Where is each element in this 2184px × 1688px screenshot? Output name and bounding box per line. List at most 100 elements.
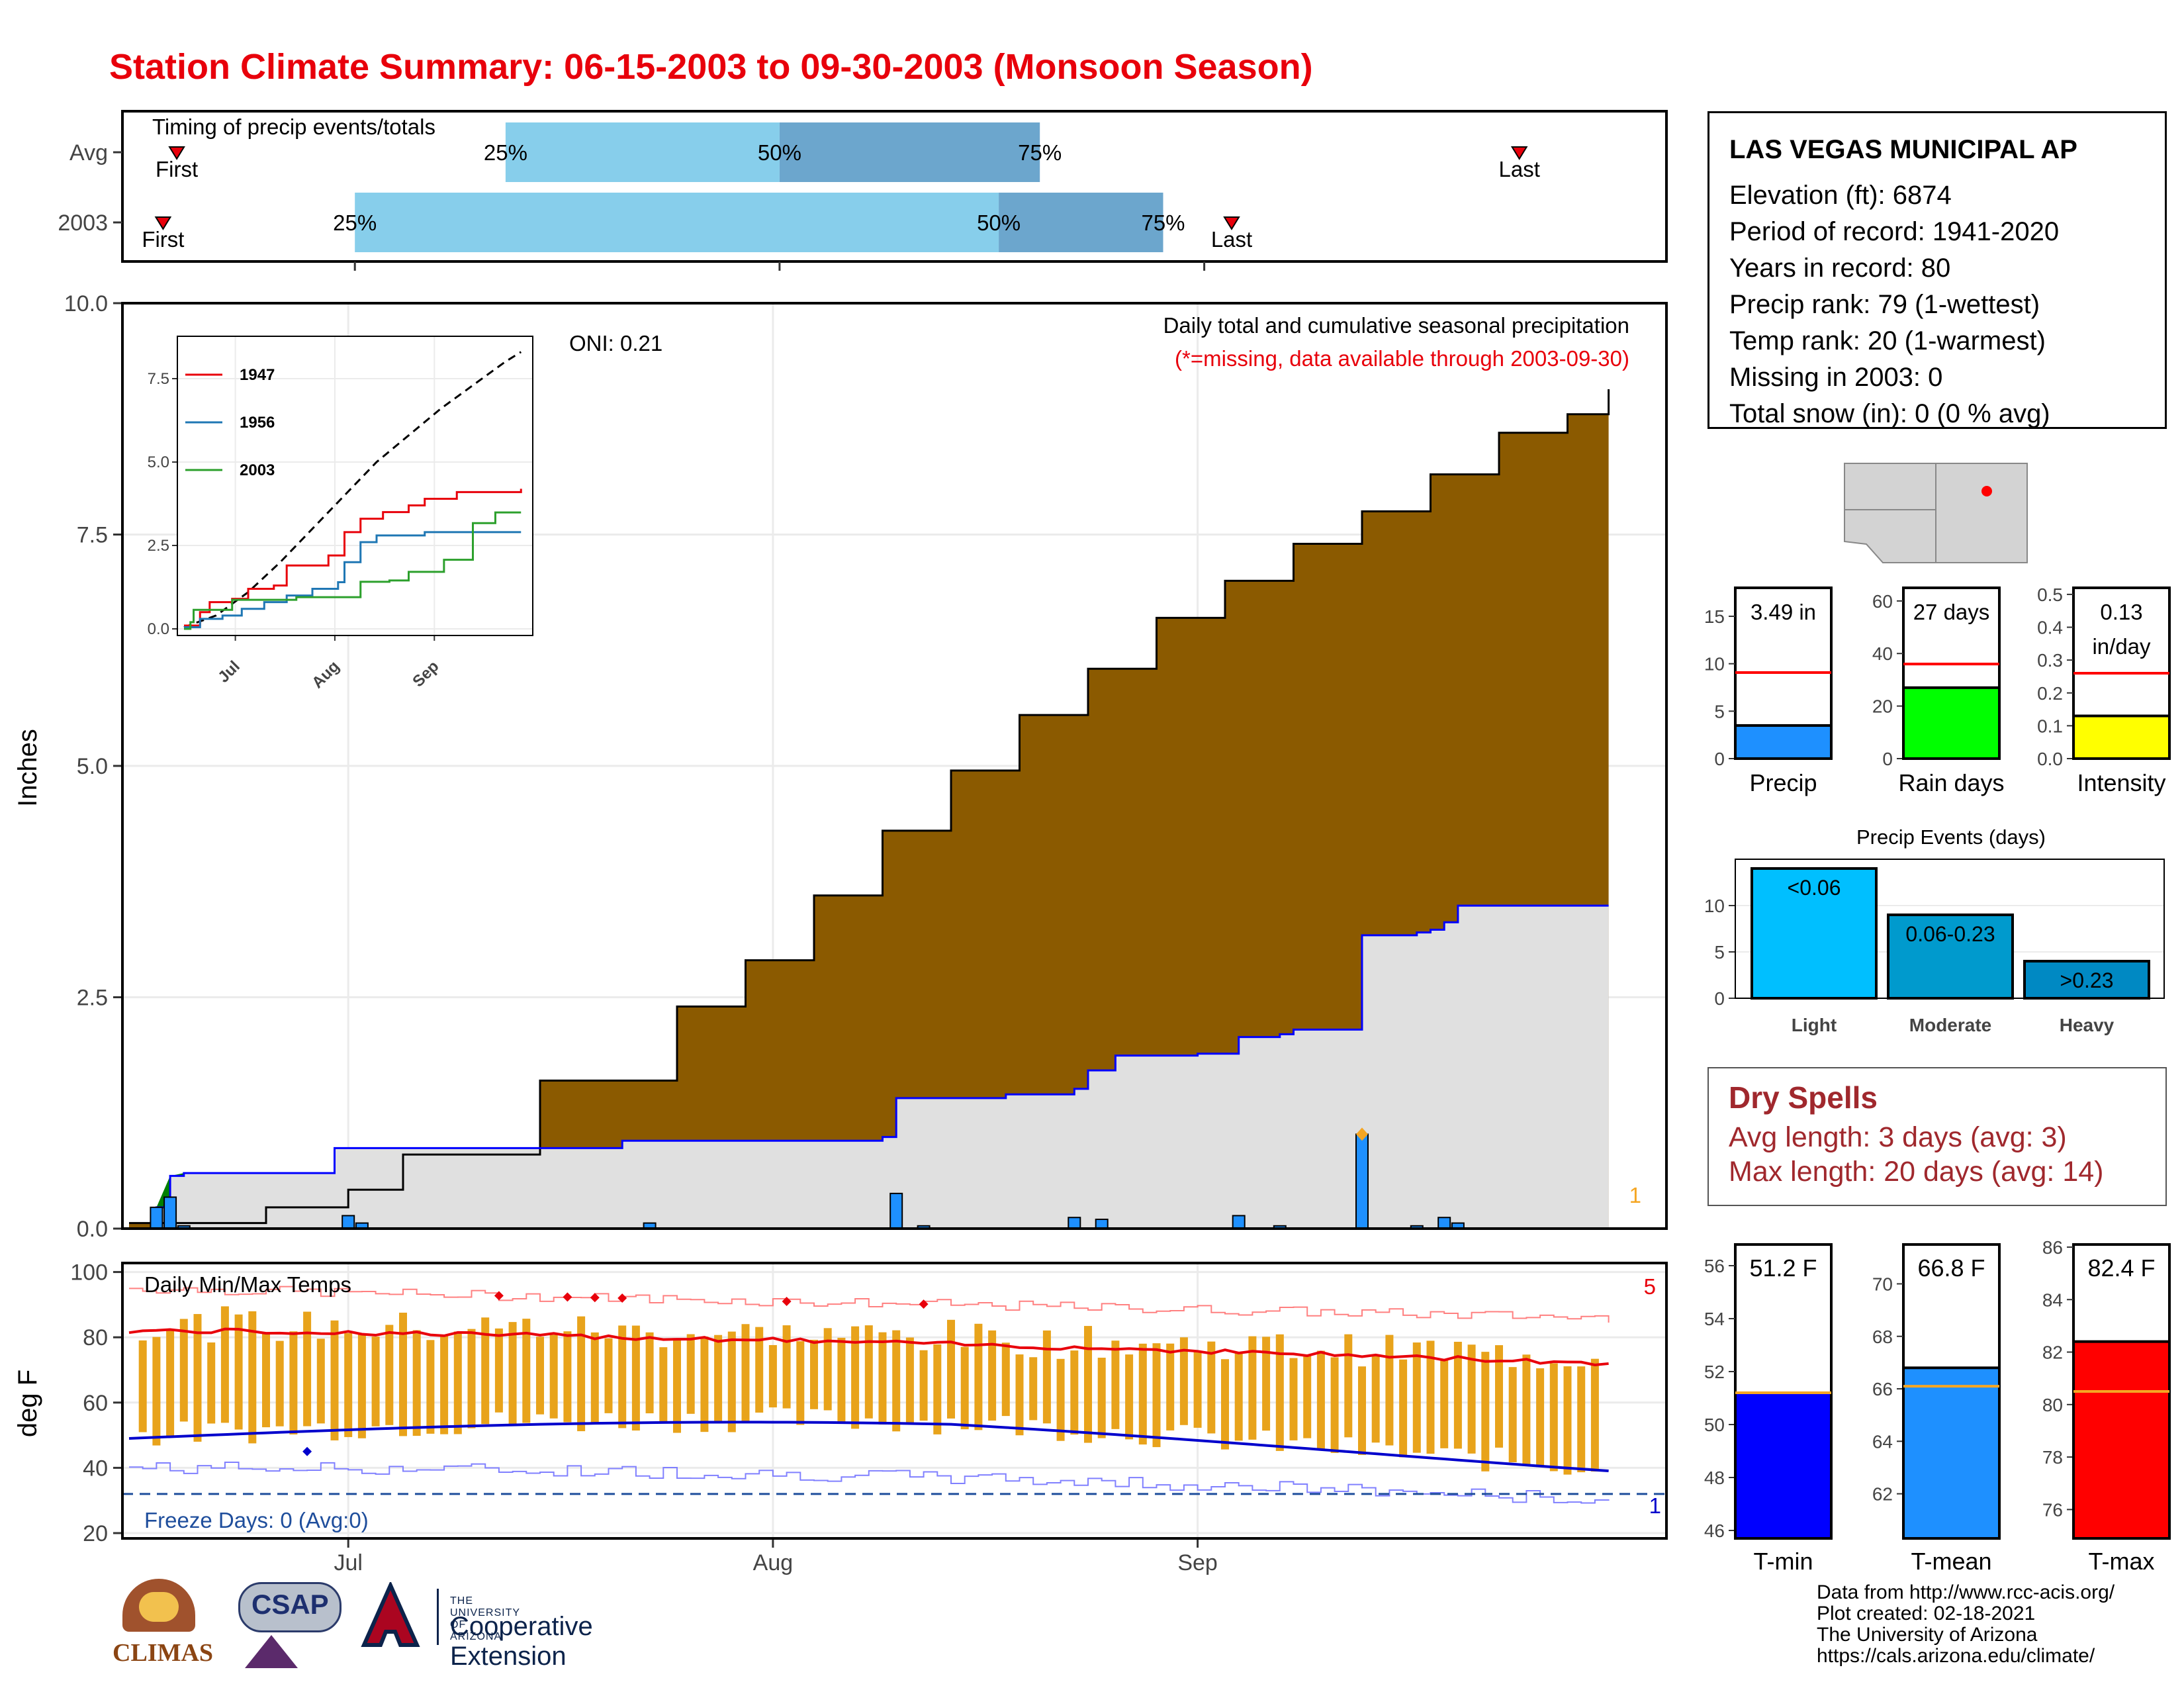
tmean-panel-y-tick-label: 68	[1872, 1327, 1893, 1347]
daily-temp-bar	[810, 1339, 818, 1409]
precip-panel-y-tick-label: 5	[1714, 701, 1725, 722]
daily-temp-bar	[686, 1334, 695, 1414]
daily-temp-bar	[193, 1314, 202, 1442]
daily-temp-bar	[467, 1329, 476, 1429]
precip-panel-value-bar	[1734, 724, 1833, 761]
raindays-panel-y-tick-label: 60	[1872, 591, 1893, 612]
daily-temp-bar	[1330, 1357, 1339, 1453]
csap-logo-text: CSAP	[251, 1589, 329, 1620]
daily-temp-bar	[494, 1328, 503, 1413]
daily-temp-bar	[974, 1323, 983, 1430]
events-bar	[1751, 867, 1878, 1000]
precip-subtitle: (*=missing, data available through 2003-…	[1175, 346, 1629, 371]
daily-temp-bar	[166, 1329, 175, 1436]
daily-temp-bar	[1056, 1358, 1065, 1441]
daily-temp-bar	[481, 1317, 490, 1425]
daily-temp-bar	[1453, 1341, 1462, 1449]
daily-temp-bar	[1495, 1345, 1503, 1448]
credit-line-url: https://cals.arizona.edu/climate/	[1817, 1645, 2095, 1667]
events-title: Precip Events (days)	[1856, 825, 2046, 849]
intensity-panel-value-label: 0.13	[2100, 600, 2142, 624]
timing-bar-50-75	[999, 193, 1163, 252]
station-precip-rank: Precip rank: 79 (1-wettest)	[1729, 290, 2040, 319]
tmax-panel-value-bar	[2072, 1340, 2171, 1540]
events-category-label: Light	[1792, 1015, 1837, 1035]
inset-y-tick-label: 0.0	[148, 620, 169, 638]
timing-p50-label: 50%	[977, 211, 1021, 235]
daily-temp-bar	[577, 1316, 586, 1432]
raindays-panel-y-tick-label: 40	[1872, 643, 1893, 664]
timing-p25-label: 25%	[333, 211, 377, 235]
tmin-panel-label: T-min	[1754, 1548, 1813, 1575]
daily-temp-bar	[1111, 1340, 1120, 1429]
station-snow: Total snow (in): 0 (0 % avg)	[1729, 399, 2050, 428]
tmin-panel-value-bar	[1734, 1391, 1833, 1540]
daily-temp-bar	[522, 1319, 531, 1423]
tmax-panel-y-tick-label: 78	[2042, 1447, 2063, 1468]
record-high-marker	[494, 1291, 504, 1301]
daily-temp-bar	[316, 1338, 325, 1424]
precip-panel-value-label: 3.49 in	[1751, 600, 1816, 624]
tmean-panel-y-tick-label: 70	[1872, 1274, 1893, 1294]
daily-temp-bar	[933, 1344, 942, 1434]
intensity-panel-value-bar	[2072, 714, 2171, 760]
daily-temp-bar	[1399, 1359, 1408, 1458]
daily-temp-bar	[1166, 1343, 1175, 1430]
daily-temp-bar	[618, 1325, 627, 1429]
tmean-panel-y-tick-label: 62	[1872, 1484, 1893, 1505]
daily-temp-bar	[385, 1325, 394, 1425]
inset-y-tick-label: 7.5	[148, 370, 169, 388]
daily-temp-bar	[755, 1327, 764, 1413]
intensity-panel-label: Intensity	[2077, 769, 2165, 796]
tmax-panel-y-tick-label: 86	[2042, 1237, 2063, 1258]
intensity-panel-y-tick-label: 0.3	[2037, 650, 2063, 671]
timing-last-label: Last	[1499, 157, 1540, 181]
daily-temp-bar	[1371, 1354, 1380, 1443]
daily-temp-bar	[508, 1322, 517, 1427]
events-category-label: Heavy	[2060, 1015, 2115, 1035]
dry-spells-box: Dry Spells Avg length: 3 days (avg: 3) M…	[1707, 1067, 2167, 1206]
daily-temp-bar	[1275, 1334, 1284, 1451]
timing-p50-label: 50%	[758, 140, 801, 165]
daily-temp-bar	[590, 1332, 599, 1423]
daily-temp-bar	[1001, 1342, 1010, 1417]
station-temp-rank: Temp rank: 20 (1-warmest)	[1729, 326, 2046, 355]
daily-temp-bar	[1590, 1358, 1599, 1472]
ua-small-text: THE UNIVERSITY OF ARIZONA	[450, 1595, 520, 1642]
daily-temp-bar	[207, 1342, 216, 1424]
record-low-marker	[302, 1446, 312, 1456]
events-y-tick-label: 0	[1714, 988, 1725, 1009]
timing-first-label: First	[142, 227, 184, 252]
timing-last-marker	[1510, 146, 1528, 160]
daily-temp-bar	[1179, 1337, 1188, 1425]
daily-precip-bar	[1232, 1215, 1246, 1229]
daily-precip-bar	[341, 1215, 355, 1229]
temp-y-axis-label: deg F	[13, 1370, 42, 1437]
tmax-panel-y-tick-label: 76	[2042, 1499, 2063, 1520]
daily-temp-bar	[1303, 1356, 1312, 1438]
tmean-panel-y-tick-label: 64	[1872, 1431, 1893, 1452]
inset-legend-label: 2003	[240, 461, 275, 479]
daily-temp-bar	[741, 1324, 750, 1422]
tmax-panel-y-tick-label: 84	[2042, 1289, 2063, 1310]
record-high-line	[129, 1286, 1610, 1323]
timing-p25-label: 25%	[484, 140, 527, 165]
daily-temp-bar	[440, 1335, 449, 1434]
timing-first-marker	[154, 216, 172, 230]
daily-temp-bar	[1234, 1352, 1243, 1441]
tmax-panel-label: T-max	[2088, 1548, 2154, 1575]
daily-precip-bar	[150, 1206, 163, 1229]
daily-temp-bar	[1262, 1336, 1271, 1431]
station-missing: Missing in 2003: 0	[1729, 363, 1943, 392]
daily-temp-bar	[645, 1332, 654, 1414]
timing-row-label: Avg	[69, 140, 108, 165]
tmax-panel-y-tick-label: 80	[2042, 1395, 2063, 1415]
record-high-marker	[919, 1299, 929, 1309]
daily-temp-bar	[1070, 1350, 1079, 1435]
temp-x-tick-label: Jul	[334, 1550, 362, 1575]
station-name: LAS VEGAS MUNICIPAL AP	[1729, 135, 2077, 164]
tmin-panel-y-tick-label: 56	[1704, 1256, 1725, 1276]
credit-line-univ: The University of Arizona	[1817, 1624, 2038, 1646]
daily-temp-bar	[1358, 1366, 1366, 1455]
daily-temp-bar	[1248, 1336, 1257, 1440]
